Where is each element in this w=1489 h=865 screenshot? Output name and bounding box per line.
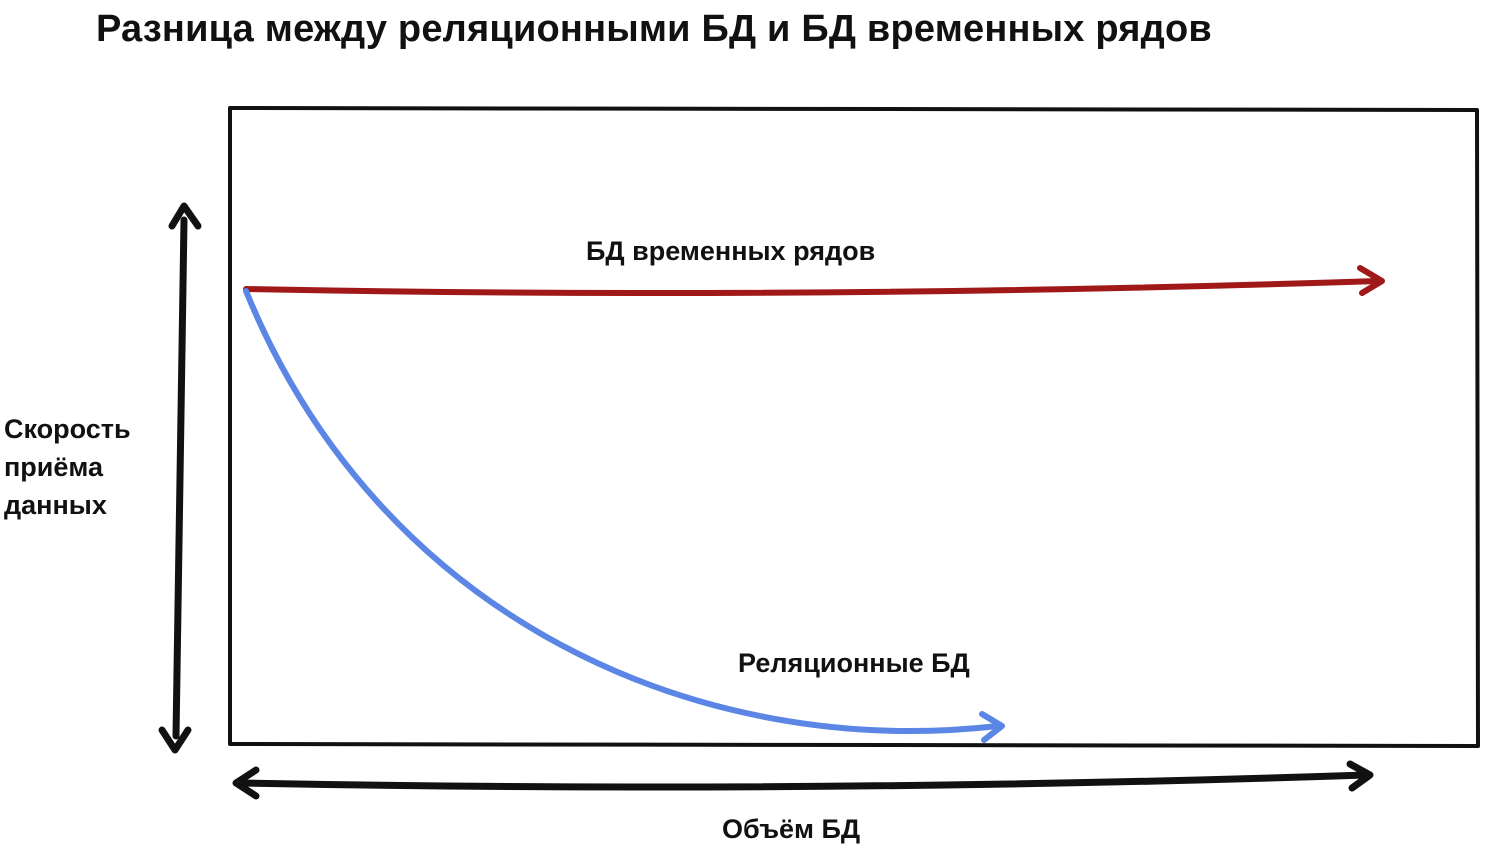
x-axis-arrow — [236, 771, 1370, 791]
relational-label: Реляционные БД — [738, 648, 970, 678]
diagram-title: Разница между реляционными БД и БД време… — [96, 8, 1212, 50]
x-axis-arrowhead-left — [232, 766, 260, 800]
timeseries-arrowhead — [1357, 265, 1385, 296]
timeseries-label: БД временных рядов — [586, 236, 876, 266]
x-axis-arrowhead-right — [1346, 760, 1374, 792]
y-axis-arrowhead-bottom — [158, 726, 192, 754]
x-axis-label: Объём БД — [722, 814, 861, 844]
plot-frame — [228, 106, 1480, 748]
y-axis-arrow — [172, 216, 188, 740]
timeseries-curve — [243, 278, 1381, 297]
relational-arrowhead — [979, 711, 1005, 743]
relational-curve — [243, 288, 1001, 734]
y-axis-arrowhead-top — [168, 202, 202, 230]
y-axis-label: Скорость приёма данных — [4, 414, 131, 520]
